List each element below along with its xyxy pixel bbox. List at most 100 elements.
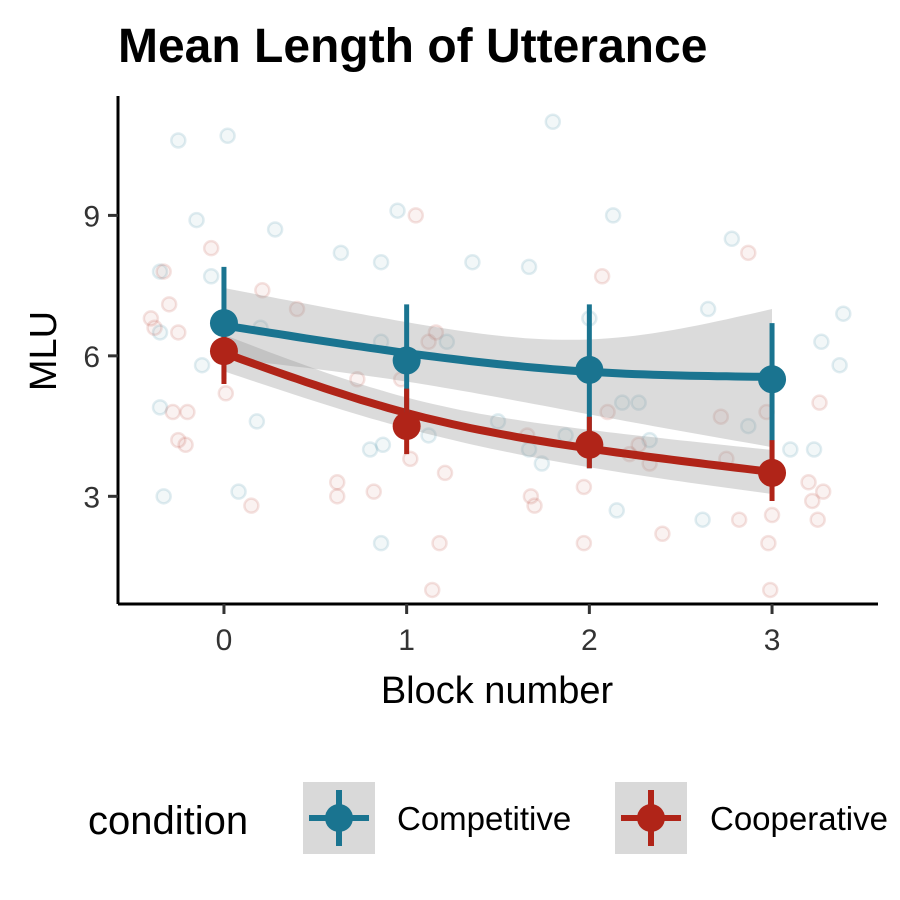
- mean-point-cooperative: [392, 412, 421, 441]
- raw-point-competitive: [604, 207, 622, 224]
- raw-point-cooperative: [809, 511, 826, 528]
- raw-point-cooperative: [170, 324, 187, 341]
- raw-point-competitive: [782, 441, 799, 458]
- raw-point-cooperative: [800, 474, 817, 491]
- x-tick-label: 3: [764, 624, 781, 657]
- raw-point-cooperative: [160, 296, 178, 313]
- raw-point-competitive: [520, 258, 538, 276]
- raw-point-competitive: [332, 244, 350, 262]
- raw-point-competitive: [230, 483, 247, 500]
- raw-point-cooperative: [402, 450, 419, 468]
- y-tick-label: 6: [83, 341, 100, 374]
- raw-point-competitive: [630, 394, 647, 411]
- y-tick-label: 3: [83, 481, 100, 514]
- raw-point-cooperative: [142, 310, 160, 327]
- raw-point-cooperative: [811, 394, 828, 411]
- raw-point-cooperative: [177, 436, 194, 454]
- x-tick-label: 0: [216, 624, 233, 657]
- raw-point-cooperative: [431, 534, 448, 552]
- mean-point-cooperative: [758, 458, 787, 487]
- raw-point-cooperative: [155, 263, 172, 280]
- raw-point-competitive: [188, 211, 205, 229]
- raw-point-competitive: [533, 455, 551, 472]
- fit-lines-layer: [220, 321, 776, 476]
- raw-point-cooperative: [202, 239, 220, 257]
- raw-point-competitive: [361, 441, 379, 458]
- legend-item-cooperative: Cooperative: [615, 782, 888, 854]
- raw-point-cooperative: [427, 324, 445, 341]
- raw-point-cooperative: [254, 282, 271, 299]
- raw-point-cooperative: [814, 483, 832, 500]
- raw-point-competitive: [248, 413, 266, 430]
- raw-point-cooperative: [712, 408, 730, 425]
- x-tick-label: 2: [581, 624, 598, 657]
- raw-point-competitive: [151, 324, 169, 341]
- raw-point-cooperative: [420, 333, 437, 351]
- mean-point-competitive: [392, 346, 421, 375]
- raw-point-competitive: [464, 253, 481, 271]
- x-tick-label: 1: [398, 624, 415, 657]
- raw-point-cooperative: [217, 385, 235, 402]
- raw-point-cooperative: [730, 511, 748, 528]
- raw-point-cooperative: [593, 268, 611, 285]
- fit-line-competitive: [220, 321, 776, 381]
- raw-point-cooperative: [760, 534, 777, 552]
- legend: condition Competitive Cooperative: [88, 782, 888, 854]
- raw-point-competitive: [544, 113, 562, 131]
- raw-point-competitive: [389, 202, 406, 219]
- raw-point-competitive: [151, 399, 169, 416]
- legend-glyph-cooperative: [621, 790, 681, 846]
- raw-point-competitive: [151, 263, 169, 280]
- raw-point-cooperative: [436, 464, 454, 482]
- raw-point-competitive: [266, 221, 284, 238]
- raw-point-cooperative: [423, 581, 441, 599]
- raw-point-cooperative: [522, 488, 540, 505]
- axes: 0 1 2 3 3 6 9: [83, 96, 878, 657]
- raw-point-competitive: [835, 305, 852, 322]
- raw-point-cooperative: [146, 319, 163, 337]
- raw-point-competitive: [740, 417, 757, 435]
- mean-points-layer: [209, 309, 787, 487]
- raw-point-competitive: [420, 427, 437, 444]
- raw-point-cooperative: [803, 492, 821, 510]
- raw-point-competitive: [831, 356, 848, 374]
- raw-point-competitive: [219, 127, 236, 145]
- mean-point-cooperative: [575, 430, 604, 459]
- raw-point-competitive: [489, 413, 507, 430]
- raw-point-competitive: [641, 431, 658, 449]
- raw-point-cooperative: [243, 497, 260, 514]
- fit-line-cooperative: [220, 349, 776, 476]
- raw-point-cooperative: [365, 483, 383, 500]
- raw-point-cooperative: [328, 474, 346, 491]
- mean-point-competitive: [758, 365, 787, 394]
- raw-point-competitive: [155, 488, 172, 505]
- raw-point-competitive: [699, 300, 717, 318]
- raw-point-competitive: [438, 333, 456, 351]
- raw-point-cooperative: [575, 534, 593, 552]
- raw-point-cooperative: [179, 403, 196, 421]
- raw-point-cooperative: [740, 244, 757, 262]
- raw-point-cooperative: [407, 207, 425, 224]
- raw-point-competitive: [694, 511, 711, 528]
- mean-point-competitive: [209, 309, 238, 338]
- raw-point-cooperative: [575, 478, 593, 496]
- legend-label-competitive: Competitive: [397, 800, 571, 837]
- y-tick-label: 9: [83, 200, 100, 233]
- legend-label-cooperative: Cooperative: [710, 800, 888, 837]
- raw-point-competitive: [372, 534, 390, 552]
- raw-point-cooperative: [526, 497, 543, 514]
- raw-point-cooperative: [328, 488, 346, 505]
- raw-point-competitive: [372, 253, 390, 271]
- plot-panel: [142, 113, 852, 599]
- legend-item-competitive: Competitive: [303, 782, 571, 854]
- raw-point-cooperative: [288, 300, 306, 318]
- raw-point-competitive: [813, 333, 830, 351]
- raw-point-cooperative: [763, 506, 781, 524]
- raw-point-cooperative: [349, 371, 366, 388]
- raw-point-competitive: [193, 356, 211, 374]
- raw-point-competitive: [170, 132, 187, 149]
- raw-point-competitive: [805, 441, 823, 458]
- raw-point-competitive: [374, 436, 392, 454]
- raw-point-competitive: [613, 394, 631, 411]
